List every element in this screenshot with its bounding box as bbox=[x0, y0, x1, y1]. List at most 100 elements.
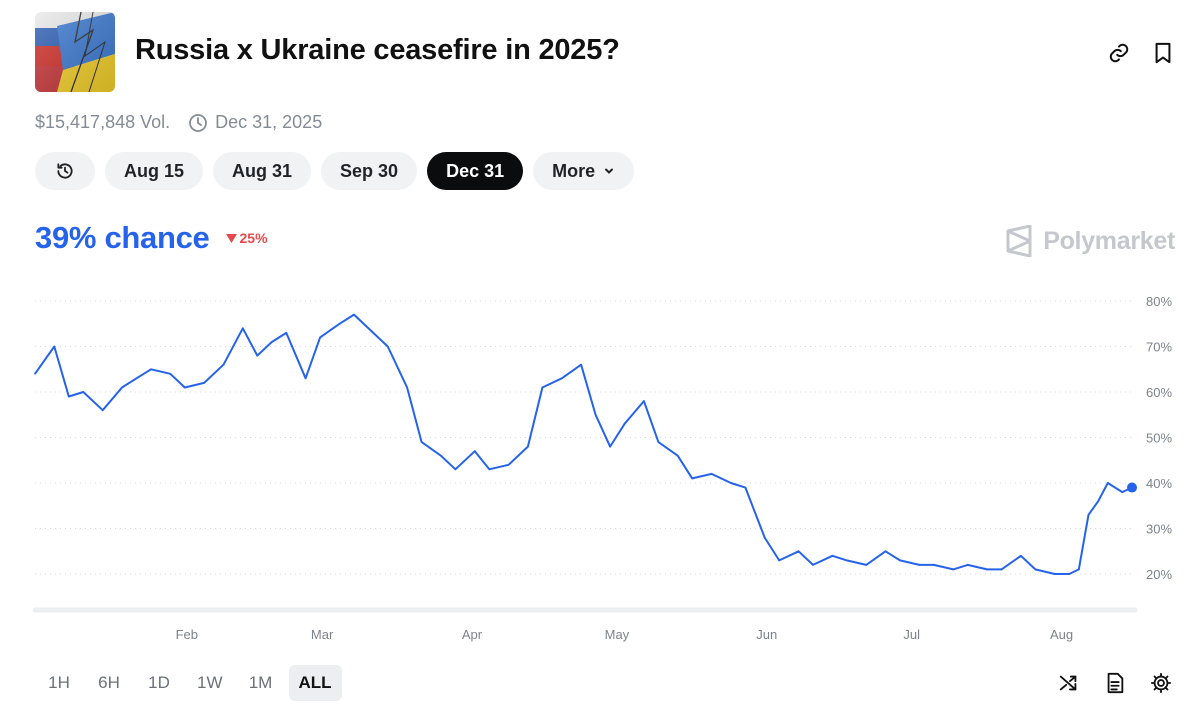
market-title: Russia x Ukraine ceasefire in 2025? bbox=[135, 34, 620, 66]
data-point bbox=[865, 564, 868, 566]
data-point bbox=[150, 368, 152, 371]
data-point bbox=[933, 564, 935, 566]
range-1h[interactable]: 1H bbox=[37, 665, 81, 701]
data-point bbox=[1087, 514, 1090, 516]
data-point bbox=[34, 373, 36, 375]
data-point bbox=[594, 413, 597, 416]
shuffle-icon[interactable] bbox=[1056, 670, 1082, 696]
end-date-text: Dec 31, 2025 bbox=[215, 112, 323, 132]
y-tick-label: 30% bbox=[1146, 522, 1172, 537]
clock-icon bbox=[188, 113, 208, 133]
data-point bbox=[1034, 568, 1037, 571]
series-layer bbox=[34, 313, 1137, 575]
data-point bbox=[730, 482, 732, 484]
current-value-dot bbox=[1127, 482, 1137, 493]
link-icon[interactable] bbox=[1106, 40, 1132, 66]
data-point bbox=[899, 559, 901, 562]
x-tick-label: Jul bbox=[903, 627, 920, 642]
data-point bbox=[440, 454, 442, 457]
data-point bbox=[986, 568, 988, 571]
range-all[interactable]: ALL bbox=[288, 665, 342, 701]
data-point bbox=[1097, 500, 1099, 502]
document-icon[interactable] bbox=[1102, 670, 1128, 696]
time-range-selector: 1H 6H 1D 1W 1M ALL bbox=[37, 665, 342, 701]
data-point bbox=[1000, 568, 1003, 571]
x-tick-label: Jun bbox=[756, 627, 777, 642]
series-line bbox=[34, 313, 1133, 575]
y-tick-label: 80% bbox=[1146, 294, 1172, 309]
data-point bbox=[657, 441, 660, 443]
chance-delta-value: 25% bbox=[239, 230, 268, 246]
x-tick-label: May bbox=[605, 627, 630, 642]
data-point bbox=[884, 550, 887, 553]
data-point bbox=[270, 341, 273, 343]
data-point bbox=[473, 450, 476, 452]
date-pill-aug-31[interactable]: Aug 31 bbox=[213, 152, 312, 190]
data-point bbox=[319, 336, 321, 339]
bookmark-icon[interactable] bbox=[1150, 40, 1176, 66]
date-pill-aug-15[interactable]: Aug 15 bbox=[105, 152, 204, 190]
data-point bbox=[560, 377, 563, 380]
data-point bbox=[580, 363, 582, 366]
y-tick-label: 40% bbox=[1146, 476, 1172, 491]
data-point bbox=[242, 327, 244, 330]
market-header: Russia x Ukraine ceasefire in 2025? bbox=[35, 12, 1175, 92]
history-button[interactable] bbox=[35, 152, 95, 190]
data-point bbox=[1053, 573, 1056, 575]
range-1d[interactable]: 1D bbox=[137, 665, 181, 701]
y-tick-label: 50% bbox=[1146, 431, 1172, 446]
y-axis: 80% 70% 60% 50% 40% 30% 20% bbox=[1146, 294, 1172, 582]
x-tick-label: Aug bbox=[1050, 627, 1073, 642]
chance-summary: 39% chance 25% bbox=[35, 220, 268, 256]
date-pill-sep-30[interactable]: Sep 30 bbox=[321, 152, 418, 190]
data-point bbox=[222, 363, 225, 366]
data-point bbox=[507, 464, 510, 466]
range-1m[interactable]: 1M bbox=[239, 665, 283, 701]
data-point bbox=[454, 468, 457, 471]
data-point bbox=[488, 468, 491, 471]
data-point bbox=[372, 332, 375, 334]
data-point bbox=[82, 391, 85, 393]
data-point bbox=[609, 445, 611, 448]
brand-name: Polymarket bbox=[1043, 226, 1175, 255]
date-pill-dec-31[interactable]: Dec 31 bbox=[427, 152, 524, 190]
data-point bbox=[831, 555, 834, 557]
y-tick-label: 20% bbox=[1146, 567, 1172, 582]
data-point bbox=[53, 345, 56, 348]
gear-icon[interactable] bbox=[1148, 670, 1174, 696]
down-triangle-icon bbox=[225, 233, 237, 243]
data-point bbox=[1078, 568, 1080, 571]
polymarket-logo-icon bbox=[1005, 225, 1033, 257]
more-label: More bbox=[552, 160, 596, 181]
range-6h[interactable]: 6H bbox=[87, 665, 131, 701]
chart-tools bbox=[1056, 670, 1174, 696]
date-selector: Aug 15 Aug 31 Sep 30 Dec 31 More bbox=[35, 152, 635, 190]
data-point bbox=[420, 441, 423, 443]
x-axis: Feb Mar Apr May Jun Jul Aug bbox=[32, 607, 1138, 642]
data-point bbox=[797, 550, 800, 553]
range-1w[interactable]: 1W bbox=[187, 665, 233, 701]
data-point bbox=[68, 395, 70, 398]
chart-grid bbox=[35, 300, 1132, 575]
more-dates-button[interactable]: More bbox=[533, 152, 635, 190]
data-point bbox=[778, 559, 781, 562]
price-chart[interactable]: 80% 70% 60% 50% 40% 30% 20% Feb Mar Apr May Jun Jul… bbox=[0, 285, 1200, 650]
data-point bbox=[135, 377, 138, 380]
data-point bbox=[966, 564, 969, 566]
data-point bbox=[338, 322, 341, 325]
chance-delta: 25% bbox=[225, 230, 268, 246]
data-point bbox=[304, 377, 307, 380]
data-point bbox=[169, 373, 172, 375]
data-point bbox=[676, 454, 679, 457]
data-point bbox=[101, 409, 104, 411]
data-point bbox=[121, 386, 123, 389]
data-point bbox=[285, 332, 288, 334]
data-point bbox=[812, 564, 814, 566]
data-point bbox=[918, 564, 921, 566]
data-point bbox=[1121, 491, 1124, 493]
data-point bbox=[710, 473, 713, 475]
x-tick-label: Mar bbox=[311, 627, 334, 642]
data-point bbox=[691, 477, 694, 480]
data-point bbox=[623, 423, 626, 425]
market-thumbnail bbox=[35, 12, 115, 92]
